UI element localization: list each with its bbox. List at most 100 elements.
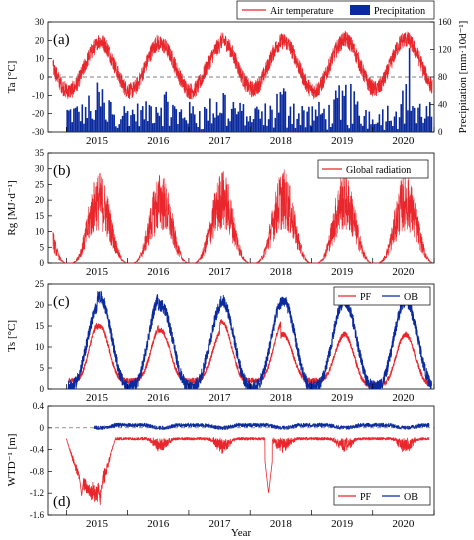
precipitation-bar	[346, 125, 349, 132]
precipitation-bar	[251, 122, 253, 132]
precipitation-bar	[108, 100, 110, 132]
precipitation-bar	[271, 109, 273, 132]
precipitation-bar	[91, 118, 94, 132]
panel-a-legend-box	[236, 0, 435, 20]
precipitation-bar	[380, 125, 382, 132]
precipitation-bar	[125, 112, 127, 132]
precipitation-bar	[284, 91, 287, 132]
precipitation-bar	[298, 113, 300, 132]
precipitation-bar	[402, 90, 404, 132]
precipitation-bar	[294, 127, 297, 132]
x-tick-label: 2015	[86, 135, 109, 147]
panel-a-right-y-axis-label: Precipitation [mm·10d⁻¹]	[457, 21, 469, 134]
precipitation-bar	[202, 128, 204, 132]
precipitation-bar	[78, 111, 80, 132]
precipitation-bar	[408, 48, 411, 132]
precipitation-bar	[182, 118, 184, 132]
precipitation-bar	[261, 111, 263, 132]
x-tick-label: 2017	[209, 266, 232, 278]
precipitation-bar	[371, 119, 374, 132]
precipitation-bar	[356, 101, 359, 132]
precipitation-bar	[99, 106, 102, 132]
precipitation-bar	[256, 106, 258, 132]
precipitation-bar	[239, 102, 241, 132]
y-tick-label: -1.6	[30, 510, 45, 520]
precipitation-bar	[141, 106, 144, 132]
y-tick-label: 10	[35, 227, 45, 237]
y-tick-label: 0	[40, 72, 45, 82]
y-tick-label: 0	[40, 258, 45, 268]
precipitation-bar	[115, 126, 117, 132]
x-tick-label: 2020	[392, 392, 415, 404]
precipitation-bar	[234, 108, 236, 132]
precipitation-bar	[264, 103, 267, 132]
precipitation-bar	[381, 109, 384, 132]
y-tick-label-right: 40	[438, 100, 448, 110]
precipitation-bar	[104, 119, 107, 132]
panel-a-y-axis-label: Ta [°C]	[6, 61, 18, 94]
precipitation-bar	[229, 121, 231, 132]
precipitation-bar	[131, 109, 134, 132]
precipitation-bar	[240, 110, 243, 132]
precipitation-bar	[68, 110, 70, 132]
precipitation-bar	[262, 125, 265, 132]
precipitation-bar	[291, 124, 293, 132]
precipitation-bar	[76, 106, 79, 132]
x-tick-label: 2019	[331, 135, 354, 147]
precipitation-bar	[219, 112, 221, 132]
x-tick-label: 2020	[392, 266, 415, 278]
y-tick-label: 20	[35, 300, 45, 310]
precipitation-bar	[170, 117, 173, 132]
panel-b-legend: Global radiation	[317, 159, 429, 179]
precipitation-bar	[397, 129, 399, 132]
y-tick-label: -0.8	[30, 466, 45, 476]
precipitation-bar	[205, 108, 208, 132]
precipitation-bar	[111, 114, 114, 132]
precipitation-bar	[224, 94, 226, 132]
precipitation-bar	[150, 106, 152, 132]
precipitation-bar	[336, 97, 339, 132]
x-tick-label: 2016	[147, 518, 170, 530]
precipitation-bar	[415, 123, 418, 132]
x-tick-label: 2018	[270, 266, 293, 278]
panel-a-legend-precip-swatch	[350, 5, 370, 15]
precipitation-bar	[160, 107, 162, 132]
precipitation-bar	[351, 123, 354, 132]
x-tick-label: 2015	[86, 392, 109, 404]
precipitation-bar	[289, 106, 292, 132]
precipitation-bar	[376, 122, 379, 132]
precipitation-bar	[148, 104, 151, 132]
y-tick-label: 15	[35, 321, 45, 331]
y-tick-label-right: 80	[438, 72, 448, 82]
precipitation-bar	[345, 84, 347, 132]
precipitation-bar	[79, 121, 82, 132]
panel-a-label: (a)	[53, 32, 70, 48]
precipitation-bar	[259, 118, 262, 132]
precipitation-bar	[390, 120, 392, 132]
precipitation-bar	[277, 112, 280, 132]
y-tick-label: 25	[35, 279, 45, 289]
panel-b-y-ticks: 0 5 10 15 20 25 30 35	[35, 148, 52, 268]
precipitation-bar	[373, 124, 376, 132]
panel-c-y-ticks: 0 5 10 15 20 25	[35, 279, 52, 394]
precipitation-bar	[333, 99, 335, 132]
precipitation-bar	[412, 106, 414, 132]
y-tick-label: -1.2	[30, 488, 44, 498]
precipitation-bar	[338, 85, 340, 132]
precipitation-bar	[195, 123, 198, 132]
precipitation-bar	[247, 121, 250, 132]
precipitation-bar	[69, 109, 72, 132]
panel-c-y-axis-label: Ts [°C]	[6, 320, 18, 352]
y-tick-label: 5	[40, 242, 45, 252]
x-tick-label: 2015	[86, 266, 109, 278]
precipitation-bar	[151, 123, 154, 132]
panel-c-label: (c)	[53, 294, 70, 310]
panel-a-legend-precip-label: Precipitation	[374, 6, 425, 17]
x-tick-label: 2016	[147, 135, 170, 147]
precipitation-bar	[83, 123, 85, 132]
precipitation-bar	[407, 110, 409, 132]
precipitation-bar	[405, 84, 408, 132]
y-tick-label: -10	[32, 90, 44, 100]
precipitation-bar	[215, 102, 218, 132]
precipitation-bar	[193, 114, 196, 132]
